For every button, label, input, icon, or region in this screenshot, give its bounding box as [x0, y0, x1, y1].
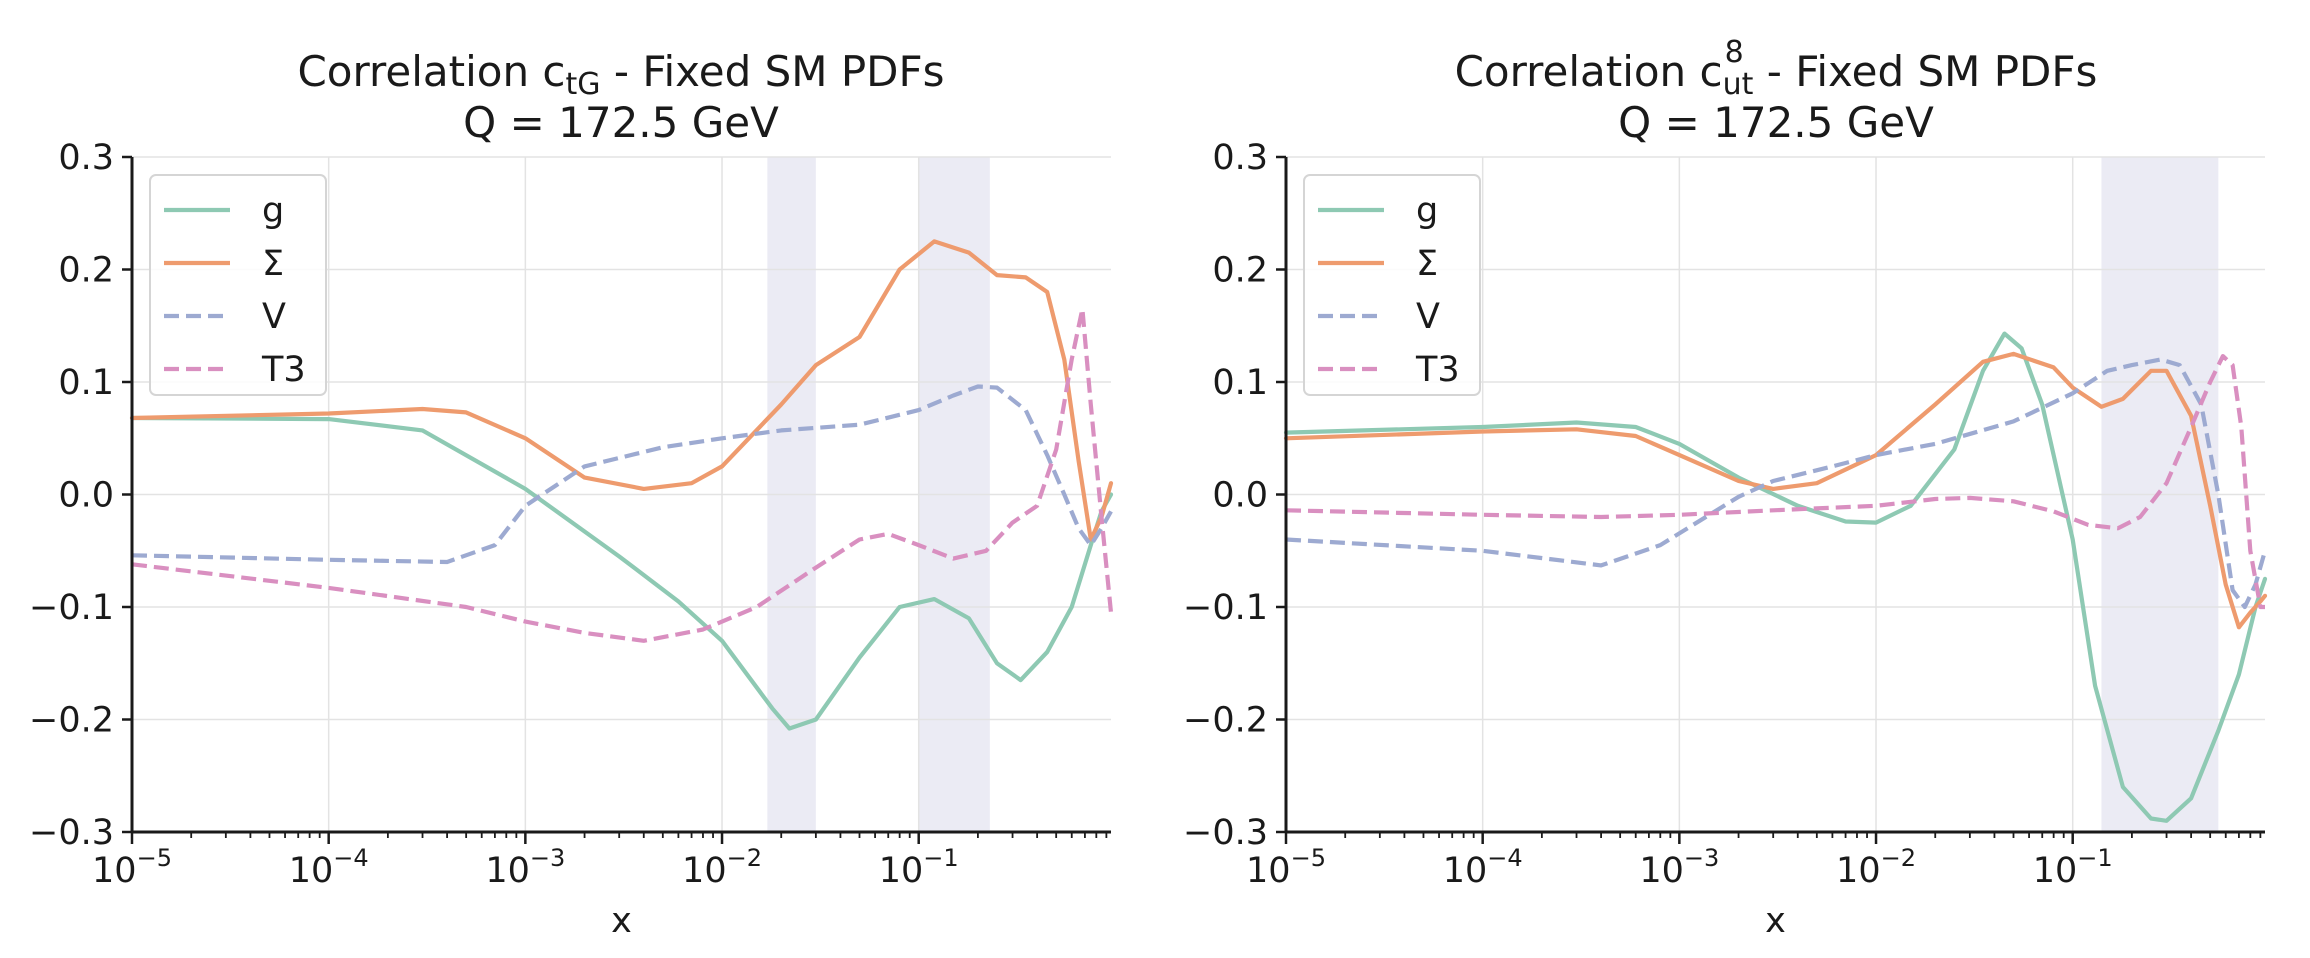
legend-label: T3	[1415, 350, 1460, 390]
series-line-1	[129, 239, 1114, 542]
series-line-1	[1283, 351, 2268, 630]
x-axis-label: x	[611, 901, 632, 941]
y-tick-label: 0.0	[58, 476, 114, 516]
legend-label: T3	[261, 350, 306, 390]
series-line-0	[1283, 331, 2268, 823]
series-line-3	[1285, 354, 2265, 610]
x-tick-label: 10−5	[1246, 844, 1326, 891]
y-tick-label: 0.3	[58, 138, 114, 178]
legend	[149, 174, 327, 396]
chart-title-line2: Q = 172.5 GeV	[1618, 98, 1934, 147]
y-tick-label: 0.3	[1212, 138, 1268, 178]
x-tick-label: 10−2	[682, 844, 762, 891]
y-tick-label: 0.1	[58, 363, 114, 403]
y-tick-label: −0.3	[1183, 813, 1268, 853]
y-tick-label: 0.1	[1212, 363, 1268, 403]
chart-title-line1: Correlation cut - Fixed SM PDFs	[1455, 47, 2098, 102]
chart-title-line1: Correlation ctG - Fixed SM PDFs	[297, 47, 944, 102]
legend	[1303, 174, 1481, 396]
y-tick-label: −0.2	[1183, 701, 1268, 741]
series-line-2	[1285, 357, 2268, 610]
legend-label: V	[1416, 297, 1440, 337]
y-tick-label: −0.2	[29, 701, 114, 741]
y-tick-label: −0.1	[29, 588, 114, 628]
legend-label: g	[262, 191, 284, 231]
x-tick-label: 10−1	[2033, 844, 2113, 891]
x-axis-label: x	[1765, 901, 1786, 941]
x-tick-label: 10−3	[485, 844, 565, 891]
y-tick-label: 0.2	[58, 251, 114, 291]
x-tick-label: 10−1	[879, 844, 959, 891]
series-line-2	[131, 384, 1113, 565]
y-tick-label: 0.0	[1212, 476, 1268, 516]
left-chart-panel: 0.3 0.2 0.1 0.0 −0.1 −0.2 −0.310−5 10−4 10−3 10−2…	[29, 47, 1114, 941]
chart-title-line2: Q = 172.5 GeV	[463, 98, 779, 147]
x-tick-label: 10−3	[1639, 844, 1719, 891]
series-line-0	[129, 415, 1114, 731]
x-tick-label: 10−2	[1836, 844, 1916, 891]
x-tick-label: 10−5	[92, 844, 172, 891]
x-tick-label: 10−4	[1443, 844, 1523, 891]
y-tick-label: 0.2	[1212, 251, 1268, 291]
series-line-3	[131, 306, 1114, 643]
legend-label: g	[1416, 191, 1438, 231]
y-tick-label: −0.3	[29, 813, 114, 853]
y-tick-label: −0.1	[1183, 588, 1268, 628]
chart-title-superscript: 8	[1725, 35, 1744, 70]
legend-label: Σ	[1416, 244, 1438, 284]
legend-label: V	[262, 297, 286, 337]
right-chart-panel: 0.3 0.2 0.1 0.0 −0.1 −0.2 −0.310−5 10−4 10−3 10−2…	[1183, 35, 2268, 941]
legend-label: Σ	[262, 244, 284, 284]
x-tick-label: 10−4	[289, 844, 369, 891]
